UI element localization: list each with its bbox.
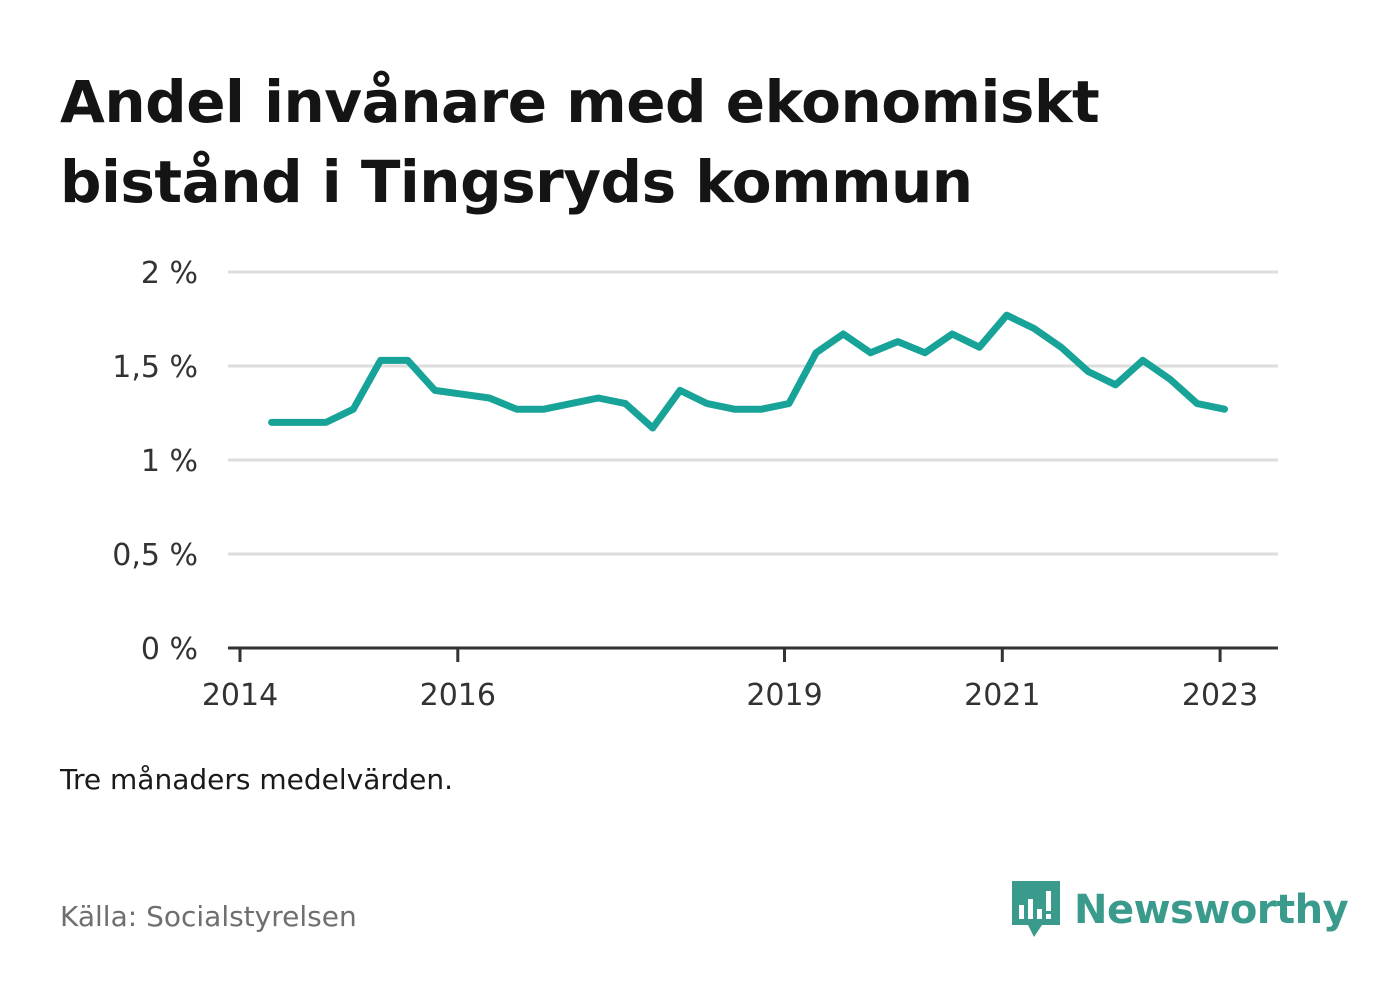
grid-lines [228, 270, 1278, 556]
y-tick-label-3: 1,5 % [112, 350, 198, 385]
brand-logo: Newsworthy [1010, 878, 1349, 942]
chart-title: Andel invånare med ekonomiskt bistånd i … [60, 68, 1100, 216]
newsworthy-logo-icon [1012, 881, 1060, 937]
x-axis: 2014 2016 2019 2021 2023 [202, 646, 1278, 713]
x-tick-label-2: 2019 [746, 678, 822, 713]
series-layer [268, 311, 1228, 432]
y-tick-label-2: 1 % [141, 444, 198, 479]
brand-name: Newsworthy [1074, 887, 1349, 933]
y-tick-label-4: 2 % [141, 256, 198, 291]
y-axis-tick-labels: 0 % 0,5 % 1 % 1,5 % 2 % [112, 256, 198, 667]
x-tick-label-4: 2023 [1182, 678, 1258, 713]
x-tick-label-3: 2021 [964, 678, 1040, 713]
y-tick-label-0: 0 % [141, 632, 198, 667]
chart-note: Tre månaders medelvärden. [60, 763, 454, 796]
source-credit: Källa: Socialstyrelsen [60, 900, 357, 933]
y-tick-label-1: 0,5 % [112, 538, 198, 573]
x-tick-label-0: 2014 [202, 678, 278, 713]
line-chart: 0 % 0,5 % 1 % 1,5 % 2 % 2014 2016 2019 2021 2023 [112, 256, 1278, 713]
x-tick-label-1: 2016 [420, 678, 496, 713]
series-line-0 [268, 311, 1228, 432]
